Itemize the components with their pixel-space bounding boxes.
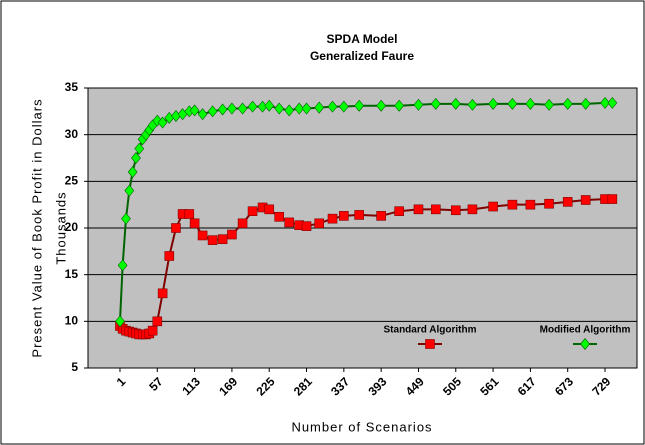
y-tick-label: 35 [65,80,79,94]
point [467,204,478,215]
point [394,206,404,216]
point [189,218,200,229]
point [562,97,573,110]
point [134,142,145,155]
point [413,98,424,111]
point [152,316,163,327]
point [124,184,135,197]
point [413,204,424,215]
point [467,98,478,111]
point [237,102,248,115]
point [354,210,364,220]
point [164,251,175,261]
point [301,221,312,231]
point [115,315,125,328]
legend-marker [580,338,590,350]
point [127,166,138,178]
point [525,97,536,110]
point [217,103,228,116]
point [607,96,618,109]
point [197,108,208,121]
point [227,229,237,240]
point [488,201,498,212]
point [339,211,349,221]
point [488,97,498,110]
y-axis-label: Present Value of Book Profit in Dollars [29,98,44,357]
point [197,230,208,241]
point [121,212,131,225]
point [264,99,275,112]
point [525,199,536,210]
point [544,198,554,209]
point [327,100,338,113]
point [207,235,218,245]
point [294,102,305,115]
point [237,218,248,229]
y-axis-label-2: Thousands [53,191,68,264]
point [507,97,518,110]
point [430,97,441,110]
point [274,102,285,115]
point [207,105,218,118]
point [450,97,461,110]
point [600,96,610,109]
chart-title: SPDA Model [327,32,398,46]
point [284,104,295,117]
point [450,205,461,216]
point [507,199,518,210]
legend-label: Modified Algorithm [540,325,631,336]
point [338,100,349,113]
point [247,206,258,216]
y-tick-label: 20 [65,220,79,234]
point [274,212,285,222]
point [247,100,258,113]
point [284,217,295,228]
point [184,209,195,219]
point [314,218,324,229]
point [131,152,141,164]
y-tick-label: 10 [65,314,79,328]
point [394,99,405,112]
point [117,259,128,272]
point [314,101,325,114]
point [430,204,441,215]
point [217,234,228,244]
point [376,99,387,112]
point [562,197,573,207]
point [544,98,554,111]
point [327,213,338,224]
point [147,325,158,336]
x-axis-label: Number of Scenarios [291,419,432,434]
y-tick-label: 15 [65,267,79,281]
chart-subtitle: Generalized Faure [310,49,414,63]
point [301,102,312,115]
point [157,288,168,299]
y-tick-label: 5 [71,360,78,374]
point [580,195,591,205]
point [264,204,275,215]
point [376,211,386,221]
point [607,194,618,204]
y-tick-label: 25 [65,174,79,188]
point [157,116,168,129]
point [171,223,181,233]
legend-marker [425,339,435,349]
point [580,97,591,110]
point [227,102,237,115]
point [354,99,365,112]
legend-label: Standard Algorithm [384,325,477,336]
point [189,104,200,117]
y-tick-label: 30 [65,127,79,141]
